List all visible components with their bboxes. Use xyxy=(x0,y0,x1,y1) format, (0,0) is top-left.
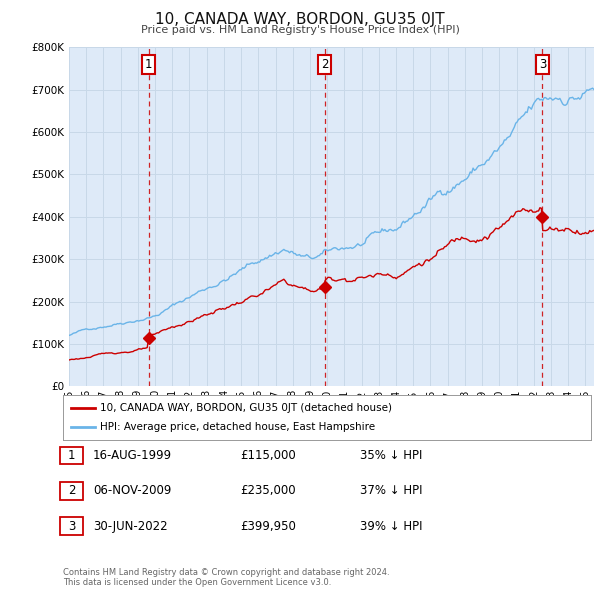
Text: 30-JUN-2022: 30-JUN-2022 xyxy=(93,520,167,533)
Text: £235,000: £235,000 xyxy=(240,484,296,497)
Text: 06-NOV-2009: 06-NOV-2009 xyxy=(93,484,172,497)
Text: Contains HM Land Registry data © Crown copyright and database right 2024.
This d: Contains HM Land Registry data © Crown c… xyxy=(63,568,389,587)
Text: 10, CANADA WAY, BORDON, GU35 0JT: 10, CANADA WAY, BORDON, GU35 0JT xyxy=(155,12,445,27)
Text: HPI: Average price, detached house, East Hampshire: HPI: Average price, detached house, East… xyxy=(100,422,375,432)
Text: 1: 1 xyxy=(68,449,75,462)
Text: 3: 3 xyxy=(68,520,75,533)
Text: 37% ↓ HPI: 37% ↓ HPI xyxy=(360,484,422,497)
Text: 10, CANADA WAY, BORDON, GU35 0JT (detached house): 10, CANADA WAY, BORDON, GU35 0JT (detach… xyxy=(100,403,392,412)
Text: 35% ↓ HPI: 35% ↓ HPI xyxy=(360,449,422,462)
Text: 2: 2 xyxy=(321,58,328,71)
Text: Price paid vs. HM Land Registry's House Price Index (HPI): Price paid vs. HM Land Registry's House … xyxy=(140,25,460,35)
Text: 16-AUG-1999: 16-AUG-1999 xyxy=(93,449,172,462)
Text: 2: 2 xyxy=(68,484,75,497)
Text: 3: 3 xyxy=(539,58,546,71)
Text: 1: 1 xyxy=(145,58,152,71)
Text: £115,000: £115,000 xyxy=(240,449,296,462)
Text: 39% ↓ HPI: 39% ↓ HPI xyxy=(360,520,422,533)
Text: £399,950: £399,950 xyxy=(240,520,296,533)
